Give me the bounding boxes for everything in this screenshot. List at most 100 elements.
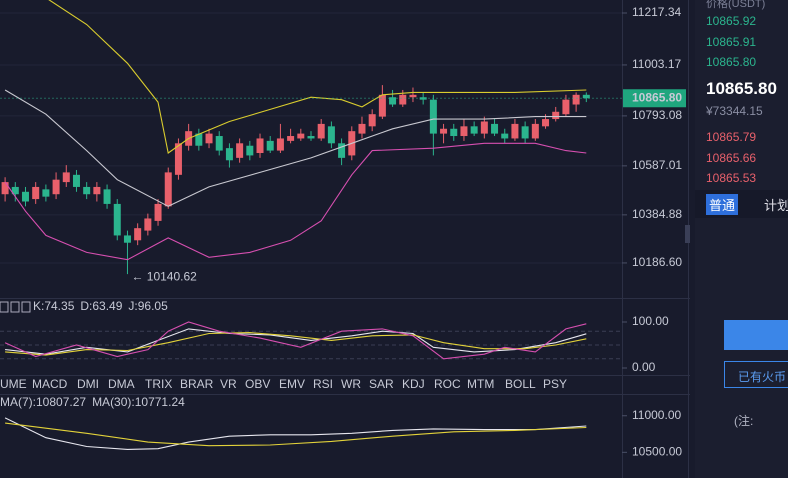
candle-body	[174, 143, 182, 175]
annotation: ← 10140.62	[131, 269, 197, 283]
indicator-tab[interactable]: KDJ	[402, 377, 425, 391]
bid-price[interactable]: 10865.53	[706, 171, 757, 185]
ask-price[interactable]: 10865.80	[706, 55, 757, 69]
legend-entry: MA(30):10771.24	[92, 395, 185, 409]
legend-entry: J:96.05	[128, 299, 168, 313]
indicator-tab[interactable]: BOLL	[505, 377, 536, 391]
indicator-tab[interactable]: UME	[0, 377, 27, 391]
candle-body	[368, 114, 376, 127]
candle-body	[562, 99, 570, 115]
candle-body	[419, 97, 427, 100]
icon[interactable]	[21, 301, 31, 313]
indicator-tab[interactable]: WR	[341, 377, 361, 391]
candle-body	[491, 123, 499, 134]
y-tick-label: 10500.00	[632, 444, 682, 458]
candle-body	[480, 121, 488, 134]
y-tick-label: 10186.60	[632, 255, 682, 269]
candle-body	[113, 203, 121, 236]
candle-body	[215, 136, 223, 151]
candle-body	[429, 99, 437, 134]
legend-entry: D:63.49	[80, 299, 122, 313]
candle-body	[399, 94, 407, 105]
indicator-line	[4, 417, 587, 450]
candle-body	[582, 94, 590, 99]
cny-price: ¥73344.15	[706, 104, 763, 118]
candle-body	[572, 94, 580, 105]
indicator-tab[interactable]: BRAR	[180, 377, 214, 391]
candle-body	[21, 191, 29, 202]
order-panel: 价格(USDT) 10865.92 10865.91 10865.80 1086…	[695, 0, 788, 478]
candle-body	[276, 138, 284, 151]
indicator-tab[interactable]: ROC	[434, 377, 461, 391]
candle-body	[205, 133, 213, 144]
indicator-tab[interactable]: MACD	[32, 377, 68, 391]
background	[0, 0, 690, 478]
candle-body	[287, 136, 295, 141]
candle-body	[521, 126, 529, 139]
last-price: 10865.80	[706, 79, 777, 98]
indicator-tab[interactable]: SAR	[369, 377, 394, 391]
candle-body	[542, 119, 550, 127]
indicator-tab[interactable]: EMV	[279, 377, 305, 391]
bid-price[interactable]: 10865.79	[706, 130, 757, 144]
indicator-line	[5, 422, 587, 447]
indicator-tab[interactable]: DMA	[108, 377, 135, 391]
candle-body	[409, 94, 417, 98]
y-tick-label: 11217.34	[632, 5, 681, 19]
candle-body	[123, 235, 131, 243]
tab[interactable]: 计划	[764, 198, 788, 213]
ask-price[interactable]: 10865.91	[706, 35, 757, 49]
indicator-tab[interactable]: OBV	[245, 377, 270, 391]
candle-body	[389, 97, 397, 105]
legend-entry: MA(7):10807.27	[0, 395, 86, 409]
candle-body	[511, 123, 519, 139]
link-button[interactable]: 已有火币	[724, 361, 788, 388]
y-tick-label: 10384.88	[632, 207, 682, 221]
candle-body	[164, 172, 172, 207]
tab-active[interactable]: 普通	[706, 194, 739, 215]
candle-body	[297, 133, 305, 139]
candle-body	[72, 174, 80, 187]
icon[interactable]	[0, 301, 9, 313]
candle-body	[470, 126, 478, 134]
indicator-tab[interactable]: MTM	[467, 377, 494, 391]
chart-area: 11217.34 11003.17 10793.08 10587.01 10384.88…	[0, 0, 690, 478]
note: (注:	[734, 414, 754, 428]
y-tick-label: 10587.01	[632, 158, 682, 172]
candle-body	[32, 186, 40, 200]
bid-price[interactable]: 10865.66	[706, 151, 757, 165]
indicator-tab[interactable]: DMI	[77, 377, 99, 391]
last-price-tag	[623, 89, 686, 108]
candle-body	[236, 143, 244, 158]
indicator-line	[4, 142, 587, 261]
panel	[0, 321, 622, 360]
indicator-line	[5, 332, 587, 356]
candle-body	[358, 123, 366, 134]
collapse-handle[interactable]	[685, 225, 690, 243]
candle-body	[378, 94, 386, 117]
indicator-line	[4, 89, 587, 207]
icon[interactable]	[10, 301, 20, 313]
candle-body	[52, 179, 60, 195]
indicator-line	[48, 0, 587, 154]
legend-entry: K:74.35	[33, 299, 75, 313]
candle-body	[195, 133, 203, 146]
candle-body	[144, 218, 152, 231]
indicator-tab[interactable]: TRIX	[145, 377, 172, 391]
candle-body	[42, 189, 50, 197]
indicator-tab[interactable]: PSY	[543, 377, 567, 391]
panel	[0, 0, 622, 275]
last-price-label: 10865.80	[632, 90, 682, 104]
candle-body	[134, 228, 142, 241]
candle-body	[11, 186, 19, 195]
indicator-tab[interactable]: RSI	[313, 377, 333, 391]
indicator-line	[4, 321, 587, 360]
candle-body	[450, 128, 458, 137]
submit-button[interactable]	[724, 320, 788, 350]
candle-body	[154, 203, 162, 221]
candle-body	[552, 111, 560, 120]
candle-body	[460, 126, 468, 137]
ask-price[interactable]: 10865.92	[706, 14, 757, 28]
indicator-tab[interactable]: VR	[220, 377, 237, 391]
